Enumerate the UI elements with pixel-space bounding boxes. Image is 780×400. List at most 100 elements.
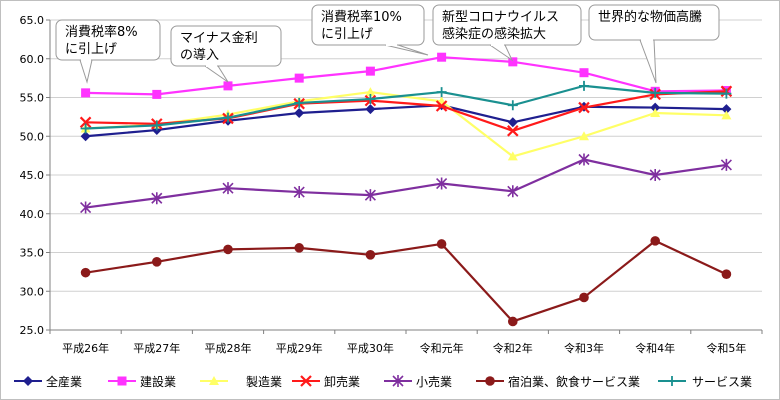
legend-item: 製造業: [200, 375, 282, 389]
data-point: [579, 292, 589, 303]
data-point: [436, 177, 448, 190]
series-line: [85, 104, 727, 138]
data-point: [294, 243, 305, 253]
callout-text: 世界的な物価高騰: [598, 9, 702, 25]
data-point: [508, 57, 518, 67]
data-point: [80, 131, 91, 142]
callout-box: [432, 4, 582, 46]
x-tick-label: 平成29年: [276, 341, 323, 355]
data-point: [294, 73, 304, 83]
callout-text: 消費税率8%: [65, 24, 138, 40]
x-tick-label: 令和2年: [493, 341, 533, 355]
data-point: [294, 97, 305, 108]
data-point: [365, 104, 376, 115]
callout-box: [311, 4, 425, 46]
callout-text: マイナス金利: [180, 30, 258, 46]
data-point: [579, 68, 589, 78]
legend-label: 宿泊業、飲食サービス業: [508, 374, 640, 389]
legend-label: 全産業: [46, 374, 82, 389]
data-point: [223, 81, 233, 91]
data-point: [578, 101, 590, 114]
data-point: [364, 189, 376, 202]
data-point: [365, 66, 375, 76]
data-point: [650, 87, 661, 98]
callout-text: の導入: [180, 48, 219, 63]
data-point: [507, 185, 519, 198]
data-point: [365, 87, 376, 97]
data-point: [79, 116, 92, 129]
data-point: [435, 100, 448, 112]
annotation-callout: 消費税率10% に引上げ: [311, 4, 429, 56]
callout-box: [588, 4, 720, 41]
x-tick-label: 令和3年: [564, 341, 604, 355]
annotation-callout: 消費税率8% に引上げ: [55, 19, 161, 84]
x-tick-label: 令和元年: [420, 341, 464, 355]
data-point: [721, 104, 732, 115]
data-point: [436, 239, 447, 249]
data-point: [650, 102, 661, 113]
axes: 25.0 30.0 35.0 40.0 45.0 50.0 55.0 60.0 65.0 平成26…: [20, 14, 763, 355]
data-point: [293, 186, 305, 199]
data-point: [507, 125, 519, 137]
data-point: [151, 192, 163, 205]
data-point: [721, 110, 732, 120]
series-line: [85, 239, 727, 323]
data-point: [437, 52, 447, 62]
legend-marker: [209, 376, 219, 385]
data-point: [80, 201, 92, 214]
legend-item: 小売業: [384, 374, 452, 389]
legend-marker: [117, 376, 127, 386]
legend-item: 宿泊業、飲食サービス業: [476, 374, 640, 389]
series-7: [80, 80, 732, 134]
callout-box: [55, 19, 161, 61]
x-tick-label: 平成30年: [347, 341, 394, 355]
data-point: [507, 117, 518, 128]
data-point: [222, 182, 234, 195]
callout-text: 感染症の感染拡大: [442, 26, 546, 42]
legend-item: 全産業: [14, 374, 82, 389]
series-group: [79, 52, 733, 327]
series-line: [85, 56, 727, 96]
series-line: [85, 84, 727, 130]
legend-label: 建設業: [140, 374, 176, 389]
x-tick-label: 平成28年: [205, 341, 252, 355]
y-tick-label: 45.0: [20, 169, 45, 182]
data-point: [579, 131, 589, 141]
legend-item: サービス業: [658, 375, 752, 389]
data-point: [721, 88, 732, 99]
legend-marker: [667, 376, 677, 386]
legend-label: 小売業: [416, 374, 452, 389]
data-point: [507, 151, 518, 161]
data-point: [650, 236, 660, 246]
data-point: [579, 80, 589, 91]
data-point: [649, 169, 661, 181]
data-point: [294, 108, 305, 118]
y-tick-label: 30.0: [20, 285, 45, 298]
legend-label: 卸売業: [324, 374, 360, 389]
data-point: [436, 87, 447, 98]
legend-item: 卸売業: [292, 374, 360, 389]
data-point: [80, 267, 91, 278]
data-point: [578, 153, 590, 166]
callout-text: に引上げ: [65, 42, 117, 57]
legend-marker: [300, 375, 312, 387]
data-point: [223, 244, 233, 255]
legend-marker: [392, 375, 404, 387]
x-tick-label: 平成26年: [62, 341, 109, 355]
data-point: [223, 112, 233, 123]
y-tick-label: 35.0: [20, 247, 45, 260]
data-point: [152, 89, 162, 99]
y-tick-label: 50.0: [20, 130, 45, 143]
series-5: [80, 153, 732, 214]
data-point: [508, 316, 518, 327]
data-point: [507, 100, 518, 111]
y-tick-label: 60.0: [20, 53, 45, 66]
data-point: [365, 250, 376, 260]
y-tick-label: 65.0: [20, 14, 45, 27]
x-tick-label: 平成27年: [133, 341, 180, 355]
x-tick-label: 令和4年: [635, 341, 675, 355]
data-point: [650, 108, 661, 117]
